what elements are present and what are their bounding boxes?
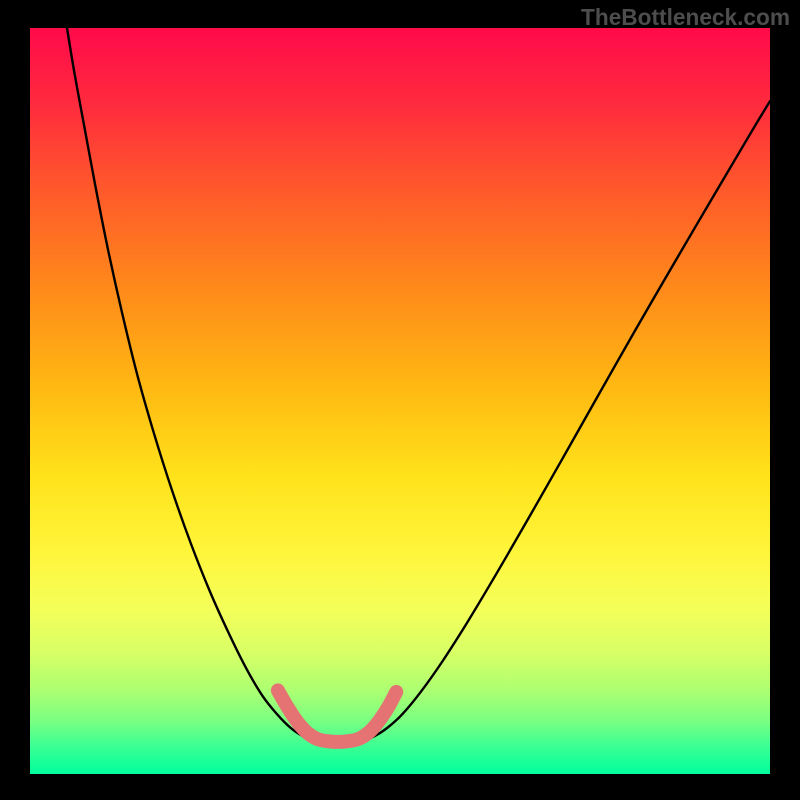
chart-svg	[0, 0, 800, 800]
chart-stage: TheBottleneck.com	[0, 0, 800, 800]
gradient-panel	[30, 28, 770, 774]
